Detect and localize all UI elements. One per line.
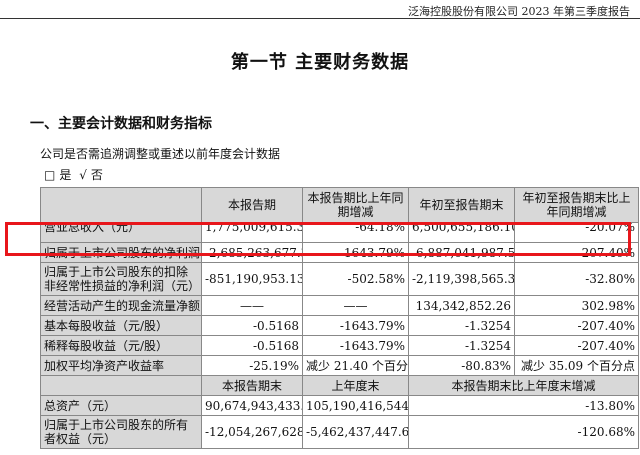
subsection-title: 一、主要会计数据和财务指标 (30, 116, 212, 132)
cell-ytd-change: -207.40% (514, 315, 639, 336)
header-cell-change: 本报告期比上年同期增减 (302, 187, 409, 223)
header-divider (0, 18, 640, 19)
cell-current: -0.5168 (201, 315, 303, 336)
cell-ytd-change: 减少 35.09 个百分点 (514, 355, 639, 376)
table-row: 营业总收入（元） 1,775,009,615.31 -64.18% 6,500,… (40, 222, 639, 243)
row-label: 经营活动产生的现金流量净额（元） (40, 295, 202, 316)
check-mark-icon: √ (79, 168, 87, 182)
table-header-row: 本报告期 本报告期比上年同期增减 年初至报告期末 年初至报告期末比上年同期增减 (40, 187, 639, 223)
cell-ytd-change: 302.98% (514, 295, 639, 316)
row-label: 归属于上市公司股东的净利润（元） (40, 242, 202, 263)
cell-change: -1643.79% (302, 242, 409, 263)
row-label: 稀释每股收益（元/股） (40, 335, 202, 356)
yes-label: 是 (59, 168, 72, 182)
cell-change: -64.18% (302, 222, 409, 243)
cell-ytd: 6,500,655,186.10 (408, 222, 515, 243)
cell-ytd: -1.3254 (408, 335, 515, 356)
row-label: 加权平均净资产收益率 (40, 355, 202, 376)
row-label: 总资产（元） (40, 395, 202, 416)
cell-change: -1643.79% (302, 315, 409, 336)
section-title: 第一节 主要财务数据 (230, 52, 410, 73)
balance-header-current-end: 本报告期末 (201, 375, 303, 396)
cell-ytd: -80.83% (408, 355, 515, 376)
header-cell-label (40, 187, 202, 223)
cell-ytd: 134,342,852.26 (408, 295, 515, 316)
table-row: 归属于上市公司股东的净利润（元） -2,685,263,677.34 -1643… (40, 242, 639, 263)
cell-ytd-change: -32.80% (514, 262, 639, 296)
balance-header-label (40, 375, 202, 396)
table-row: 加权平均净资产收益率 -25.19% 减少 21.40 个百分点 -80.83%… (40, 355, 639, 376)
cell-current-end: -12,054,267,628.32 (201, 415, 303, 449)
cell-ytd-change: -20.07% (514, 222, 639, 243)
table-row: 归属于上市公司股东的扣除非经常性损益的净利润（元） -851,190,953.1… (40, 262, 639, 296)
restatement-question: 公司是否需追溯调整或重述以前年度会计数据 (40, 147, 281, 161)
report-header: 泛海控股股份有限公司 2023 年第三季度报告 (408, 5, 630, 18)
cell-ytd: -2,119,398,565.39 (408, 262, 515, 296)
cell-change: —— (302, 295, 409, 316)
cell-current-end: 90,674,943,433.27 (201, 395, 303, 416)
financial-data-table: 本报告期 本报告期比上年同期增减 年初至报告期末 年初至报告期末比上年同期增减 … (40, 187, 639, 449)
table-row: 归属于上市公司股东的所有者权益（元） -12,054,267,628.32 -5… (40, 415, 639, 449)
table-row: 稀释每股收益（元/股） -0.5168 -1643.79% -1.3254 -2… (40, 335, 639, 356)
cell-prior-end: -5,462,437,447.62 (302, 415, 409, 449)
balance-header-prior-end: 上年度末 (302, 375, 409, 396)
cell-change: -1643.79% (302, 335, 409, 356)
table-row: 经营活动产生的现金流量净额（元） —— —— 134,342,852.26 30… (40, 295, 639, 316)
header-cell-ytd-change: 年初至报告期末比上年同期增减 (514, 187, 639, 223)
cell-ytd: -1.3254 (408, 315, 515, 336)
cell-current: 1,775,009,615.31 (201, 222, 303, 243)
cell-ytd-change: -207.40% (514, 335, 639, 356)
cell-current: -851,190,953.13 (201, 262, 303, 296)
cell-current: -25.19% (201, 355, 303, 376)
cell-change: 减少 21.40 个百分点 (302, 355, 409, 376)
cell-balance-change: -13.80% (408, 395, 639, 416)
header-cell-current: 本报告期 (201, 187, 303, 223)
no-label: 否 (90, 168, 103, 182)
table-row: 总资产（元） 90,674,943,433.27 105,190,416,544… (40, 395, 639, 416)
cell-current: -2,685,263,677.34 (201, 242, 303, 263)
header-cell-ytd: 年初至报告期末 (408, 187, 515, 223)
cell-current: -0.5168 (201, 335, 303, 356)
cell-current: —— (201, 295, 303, 316)
cell-prior-end: 105,190,416,544.04 (302, 395, 409, 416)
balance-header-row: 本报告期末 上年度末 本报告期末比上年度末增减 (40, 375, 639, 396)
row-label: 基本每股收益（元/股） (40, 315, 202, 336)
cell-change: -502.58% (302, 262, 409, 296)
restatement-answer: □ 是 √ 否 (44, 166, 107, 183)
cell-ytd-change: -207.40% (514, 242, 639, 263)
cell-balance-change: -120.68% (408, 415, 639, 449)
table-row: 基本每股收益（元/股） -0.5168 -1643.79% -1.3254 -2… (40, 315, 639, 336)
cell-ytd: -6,887,041,987.50 (408, 242, 515, 263)
row-label: 营业总收入（元） (40, 222, 202, 243)
row-label: 归属于上市公司股东的所有者权益（元） (40, 415, 202, 449)
row-label: 归属于上市公司股东的扣除非经常性损益的净利润（元） (40, 262, 202, 296)
balance-header-change: 本报告期末比上年度末增减 (408, 375, 639, 396)
yes-checkbox-icon: □ (44, 168, 56, 182)
